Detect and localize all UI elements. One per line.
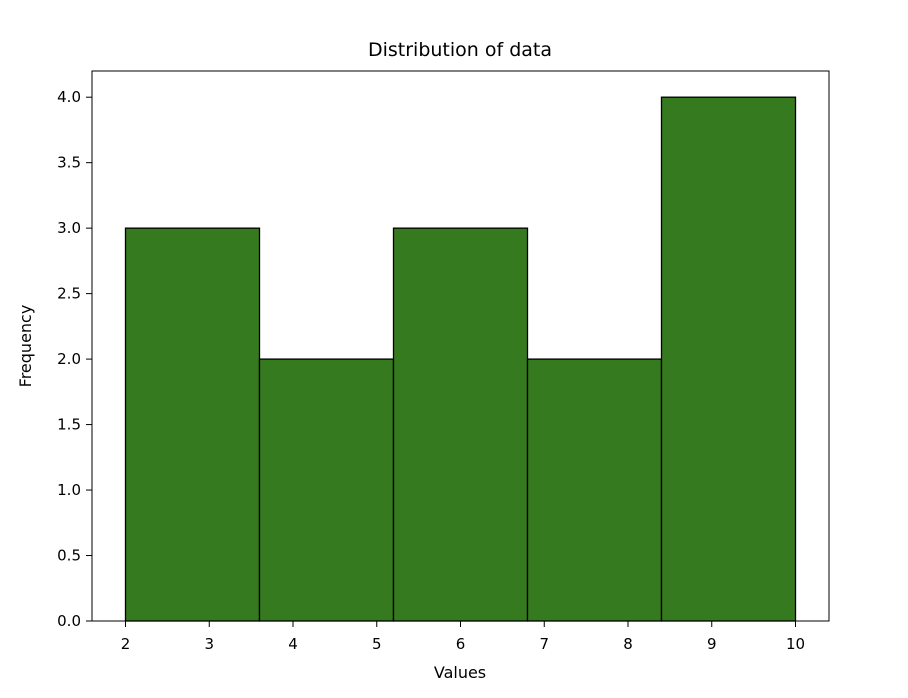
x-tick-label: 4: [288, 635, 298, 653]
y-tick-label: 4.0: [57, 88, 81, 106]
chart-title: Distribution of data: [368, 39, 552, 61]
histogram-bar: [660, 96, 797, 622]
y-tick-label: 1.5: [57, 416, 81, 434]
x-axis-ticks: 2 3 4 5 6 7 8 9 10: [121, 621, 805, 653]
x-tick-label: 2: [121, 635, 131, 653]
x-axis-label: Values: [434, 663, 486, 682]
x-tick-label: 5: [372, 635, 382, 653]
y-axis-ticks: 0.0 0.5 1.0 1.5 2.0 2.5 3.0 3.5 4.0: [57, 88, 92, 630]
histogram-bar: [124, 227, 261, 622]
y-tick-label: 2.0: [57, 350, 81, 368]
x-tick-label: 10: [786, 635, 805, 653]
bars-group: [124, 96, 797, 622]
x-tick-label: 3: [204, 635, 214, 653]
y-tick-label: 3.5: [57, 154, 81, 172]
y-tick-label: 2.5: [57, 285, 81, 303]
histogram-bar: [392, 227, 529, 622]
y-tick-label: 1.0: [57, 481, 81, 499]
histogram-bar: [526, 358, 663, 622]
x-tick-label: 9: [707, 635, 717, 653]
x-tick-label: 7: [539, 635, 549, 653]
histogram-bar: [258, 358, 395, 622]
x-tick-label: 8: [623, 635, 633, 653]
x-tick-label: 6: [456, 635, 466, 653]
y-tick-label: 0.0: [57, 612, 81, 630]
y-tick-label: 0.5: [57, 547, 81, 565]
y-tick-label: 3.0: [57, 219, 81, 237]
y-axis-label: Frequency: [16, 305, 35, 388]
